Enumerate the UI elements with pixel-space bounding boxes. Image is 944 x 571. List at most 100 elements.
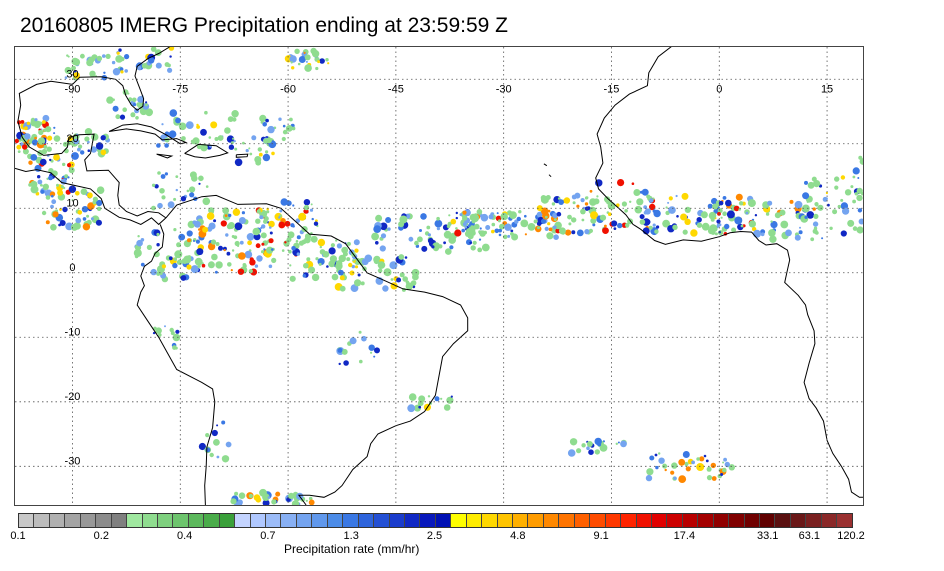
colorbar-swatch	[250, 514, 266, 527]
precip-cell	[225, 233, 229, 237]
precip-cell	[785, 229, 792, 237]
precip-cell	[571, 217, 577, 223]
precip-cell	[268, 264, 273, 269]
precip-cell	[111, 60, 116, 65]
precip-cell	[608, 212, 612, 216]
precip-cell	[230, 498, 237, 505]
precip-cell	[284, 241, 287, 244]
precip-cell	[53, 135, 61, 142]
precip-cell	[71, 65, 76, 71]
precip-cell	[118, 48, 122, 52]
precip-cell	[322, 251, 330, 258]
precip-cell	[412, 273, 419, 281]
precip-cell	[455, 216, 458, 220]
graticule	[15, 47, 863, 505]
colorbar-tick-label: 0.4	[176, 530, 193, 542]
precip-cell	[218, 245, 223, 251]
precip-cell	[709, 224, 718, 233]
precip-cell	[313, 221, 319, 226]
precip-cell	[696, 217, 702, 223]
precip-cell	[419, 229, 422, 232]
precip-cell	[581, 443, 586, 448]
precip-cell	[450, 395, 453, 398]
precip-cell	[368, 344, 375, 351]
precip-cell	[385, 217, 392, 223]
precip-cell	[289, 275, 296, 282]
precip-cell	[190, 265, 199, 274]
precip-cell	[318, 262, 322, 266]
colorbar-swatch	[296, 514, 313, 527]
precip-cell	[267, 496, 271, 499]
precip-cell	[137, 96, 145, 103]
precip-cell	[288, 249, 292, 254]
precip-cell	[358, 330, 362, 334]
precip-cell	[310, 235, 318, 243]
precipitation-map: -90 -75 -60 -45 -30 -15 0 15 30 20 10 0 -10 -20 -30	[14, 46, 864, 506]
precip-cell	[514, 219, 519, 224]
precip-cell	[317, 238, 326, 247]
precip-cell	[418, 405, 422, 409]
precip-cell	[707, 203, 713, 209]
precip-cell	[711, 476, 717, 481]
precip-cell	[96, 55, 103, 62]
precip-cell	[789, 199, 794, 204]
colorbar-tick-label: 0.7	[260, 530, 276, 542]
precip-cell	[668, 206, 676, 214]
precip-cell	[161, 195, 166, 200]
precip-cell	[380, 233, 387, 239]
precip-cell	[552, 212, 558, 219]
precip-cell	[718, 223, 722, 227]
coastline	[548, 174, 552, 178]
precip-cell	[536, 211, 543, 218]
precip-cell	[51, 199, 57, 205]
precip-cell	[234, 222, 243, 231]
precip-cell	[544, 215, 548, 219]
precip-cell	[491, 222, 496, 227]
precip-cell	[298, 212, 307, 221]
precip-cell	[426, 225, 431, 230]
precip-cell	[84, 136, 90, 142]
precip-cell	[30, 180, 38, 188]
precip-cell	[576, 448, 582, 454]
precip-cell	[239, 240, 244, 245]
precip-cell	[342, 251, 348, 257]
precip-cell	[28, 183, 32, 187]
precip-cell	[283, 240, 290, 247]
precip-cell	[189, 186, 196, 193]
precip-cell	[596, 195, 599, 198]
precip-cell	[399, 272, 405, 278]
precip-cell	[178, 122, 187, 131]
precip-cell	[53, 154, 60, 161]
precip-cell	[135, 116, 139, 120]
precip-cell	[524, 214, 527, 218]
precip-cell	[311, 217, 314, 221]
precip-cell	[196, 123, 199, 127]
precip-cell	[664, 468, 667, 472]
colorbar-swatch	[374, 514, 390, 527]
precip-cell	[187, 238, 191, 243]
precip-cell	[840, 230, 847, 237]
precip-cell	[303, 262, 309, 269]
precip-cell	[545, 195, 551, 200]
precip-cell	[834, 185, 839, 190]
precip-cell	[652, 197, 655, 200]
precip-cell	[728, 464, 735, 471]
colorbar-tick-label: 33.1	[756, 530, 779, 542]
precip-cell	[821, 237, 824, 240]
precip-cell	[231, 110, 239, 118]
colorbar-swatch	[435, 514, 452, 527]
precip-cell	[231, 249, 235, 252]
precip-cell	[751, 226, 757, 232]
precip-cell	[675, 194, 678, 198]
colorbar-swatch	[466, 514, 483, 527]
lon-tick-label: 15	[821, 83, 833, 95]
precip-cell	[720, 216, 723, 219]
precip-cell	[375, 214, 383, 222]
precip-cell	[445, 248, 452, 255]
precip-cell	[382, 285, 389, 292]
precip-cell	[34, 136, 37, 140]
precip-cell	[794, 200, 803, 209]
precip-cell	[308, 496, 313, 501]
precip-cell	[440, 397, 443, 400]
precip-cell	[20, 120, 25, 124]
